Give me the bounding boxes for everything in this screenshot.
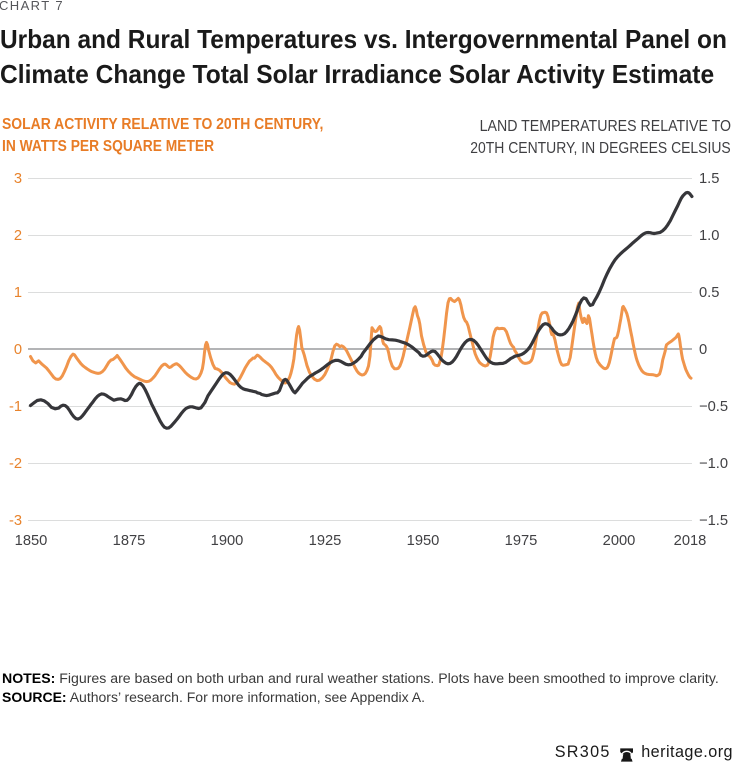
svg-text:1900: 1900 [211, 533, 244, 549]
svg-text:−0.5: −0.5 [699, 399, 728, 415]
svg-text:3: 3 [14, 171, 22, 187]
svg-text:1.5: 1.5 [699, 171, 719, 187]
svg-text:0.5: 0.5 [699, 285, 719, 301]
svg-text:1925: 1925 [309, 533, 342, 549]
svg-text:1950: 1950 [407, 533, 440, 549]
svg-text:1875: 1875 [113, 533, 146, 549]
svg-text:2018: 2018 [674, 533, 707, 549]
svg-text:−1.5: −1.5 [699, 513, 728, 529]
svg-text:1.0: 1.0 [699, 228, 719, 244]
svg-text:0: 0 [14, 342, 22, 358]
svg-text:-3: -3 [9, 513, 22, 529]
svg-text:−1.0: −1.0 [699, 456, 728, 472]
svg-text:2: 2 [14, 228, 22, 244]
svg-text:0: 0 [699, 342, 707, 358]
svg-text:1850: 1850 [15, 533, 48, 549]
svg-text:-2: -2 [9, 456, 22, 472]
svg-text:1975: 1975 [505, 533, 538, 549]
svg-text:2000: 2000 [603, 533, 636, 549]
svg-text:-1: -1 [9, 399, 22, 415]
svg-text:1: 1 [14, 285, 22, 301]
